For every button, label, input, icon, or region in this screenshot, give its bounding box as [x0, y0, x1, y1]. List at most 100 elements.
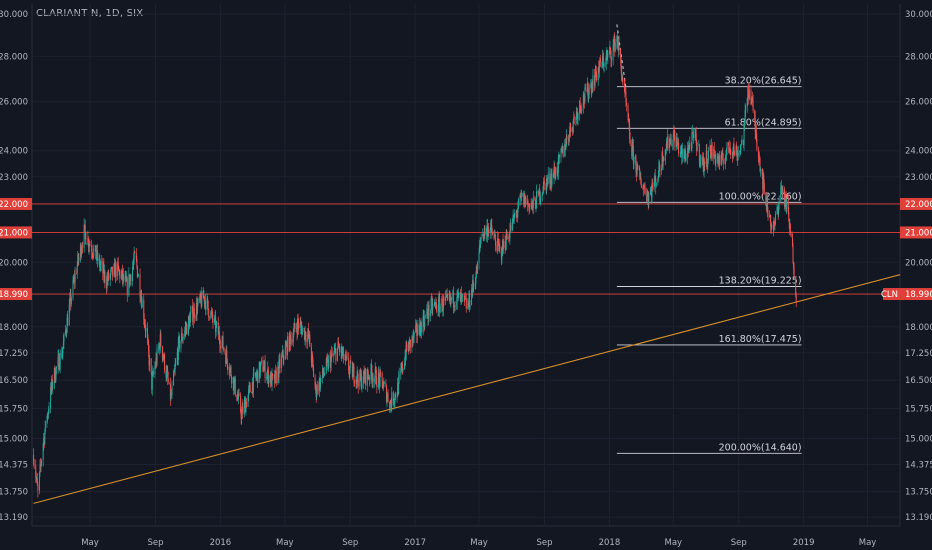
candle-body: [743, 125, 745, 145]
candle-body: [349, 361, 351, 368]
candle-body: [584, 87, 586, 102]
candle-body: [346, 356, 348, 359]
support-trendline[interactable]: [33, 274, 901, 504]
candle-body: [709, 145, 711, 151]
x-tick-label: Sep: [536, 538, 552, 548]
candle-body: [561, 149, 563, 153]
candle-body: [43, 438, 45, 444]
candle-body: [33, 464, 35, 466]
candle-body: [624, 92, 626, 94]
candle-body: [402, 368, 404, 372]
candle-body: [108, 272, 110, 280]
candle-body: [143, 319, 145, 323]
candle-body: [74, 273, 76, 282]
candle-body: [629, 124, 631, 139]
candle-body: [148, 341, 150, 351]
candle-body: [93, 248, 95, 257]
candle-body: [83, 224, 85, 248]
candle-body: [620, 58, 622, 69]
candle-body: [540, 195, 542, 200]
candle-body: [437, 310, 439, 312]
candle-body: [479, 244, 481, 253]
candle-body: [520, 195, 522, 198]
candle-body: [412, 336, 414, 341]
candle-body: [200, 298, 202, 307]
candle-body: [251, 392, 253, 394]
candle-body: [162, 356, 164, 360]
candle-body: [327, 359, 329, 370]
candle-body: [59, 368, 61, 370]
candle-body: [210, 312, 212, 319]
candle-body: [424, 316, 426, 328]
candle-body: [452, 291, 454, 307]
candle-body: [231, 376, 233, 384]
candle-body: [427, 305, 429, 319]
candle-body: [300, 323, 302, 328]
candle-body: [103, 271, 105, 278]
candle-body: [780, 186, 782, 188]
candle-body: [582, 94, 584, 108]
candle-body: [69, 298, 71, 306]
candle-body: [143, 299, 145, 320]
candle-body: [618, 42, 620, 51]
candle-body: [185, 327, 187, 330]
candle-body: [223, 349, 225, 352]
candle-body: [691, 133, 693, 149]
y-tick-label: 13.750: [905, 488, 932, 498]
candle-body: [699, 162, 701, 164]
candle-body: [445, 296, 447, 298]
candle-body: [613, 36, 615, 43]
candle-body: [88, 244, 90, 247]
candle-body: [255, 375, 257, 378]
candle-body: [243, 402, 245, 415]
candle-body: [314, 376, 316, 388]
fibonacci-retracement[interactable]: 38.20%(26.645) 61.80%(24.895) 100.00%(22.0…: [616, 24, 802, 454]
trendline[interactable]: [33, 274, 901, 504]
y-tick-label: 28.000: [0, 52, 28, 62]
candle-body: [285, 343, 287, 346]
candle-body: [447, 294, 449, 297]
candle-body: [530, 204, 532, 207]
candle-body: [714, 154, 716, 156]
x-tick-label: May: [81, 538, 99, 548]
candle-body: [167, 371, 169, 379]
candle-body: [178, 336, 180, 349]
fib-level-label: 200.00%(14.640): [719, 442, 802, 453]
candle-body: [748, 94, 750, 100]
candle-body: [644, 186, 646, 188]
candle-body: [677, 142, 679, 144]
candle-body: [379, 377, 381, 387]
candle-body: [542, 192, 544, 194]
candle-body: [263, 370, 265, 372]
candle-body: [219, 339, 221, 347]
candle-body: [158, 346, 160, 349]
candle-body: [174, 365, 176, 370]
candle-body: [359, 370, 361, 379]
candle-body: [334, 348, 336, 350]
candle-body: [284, 346, 286, 360]
candle-body: [413, 333, 415, 338]
candle-body: [283, 357, 285, 360]
candle-body: [52, 383, 54, 388]
candle-body: [427, 315, 429, 319]
candle-body: [137, 276, 139, 277]
candle-body: [674, 135, 676, 148]
candle-body: [763, 183, 765, 193]
candle-body: [495, 238, 497, 246]
candle-body: [762, 175, 764, 190]
candle-body: [746, 97, 748, 107]
candle-body: [657, 176, 659, 179]
candle-body: [539, 188, 541, 202]
candle-body: [750, 89, 752, 105]
candle-body: [345, 354, 347, 358]
candle-body: [151, 375, 153, 390]
candle-body: [594, 75, 596, 86]
candle-body: [782, 189, 784, 195]
candle-body: [673, 131, 675, 136]
candle-body: [784, 189, 786, 207]
candle-body: [195, 302, 197, 317]
candle-body: [408, 344, 410, 351]
candle-body: [114, 262, 116, 278]
candle-body: [670, 138, 672, 146]
